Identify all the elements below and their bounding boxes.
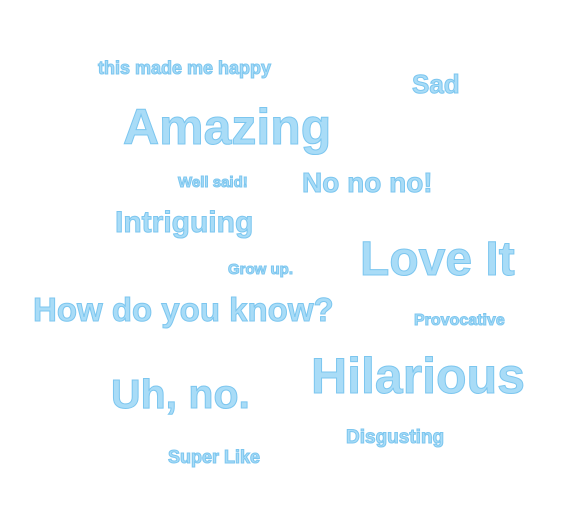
reaction-super-like[interactable]: Super Like: [167, 447, 261, 467]
reaction-this-made-me-happy[interactable]: this made me happy: [97, 58, 272, 78]
reaction-grow-up[interactable]: Grow up.: [228, 261, 294, 278]
reaction-sad[interactable]: Sad: [412, 69, 461, 99]
reaction-love-it[interactable]: Love It: [360, 233, 516, 286]
reaction-no-no-no[interactable]: No no no!: [302, 167, 434, 198]
reaction-amazing[interactable]: Amazing: [122, 99, 332, 155]
reaction-well-said[interactable]: Well said!: [178, 174, 249, 191]
reaction-how-do-you-know[interactable]: How do you know?: [33, 291, 335, 328]
reaction-hilarious[interactable]: Hilarious: [311, 348, 526, 404]
reaction-intriguing[interactable]: Intriguing: [114, 206, 254, 239]
reaction-disgusting[interactable]: Disgusting: [345, 427, 445, 448]
reaction-uh-no[interactable]: Uh, no.: [111, 371, 251, 417]
reaction-provocative[interactable]: Provocative: [414, 312, 506, 329]
